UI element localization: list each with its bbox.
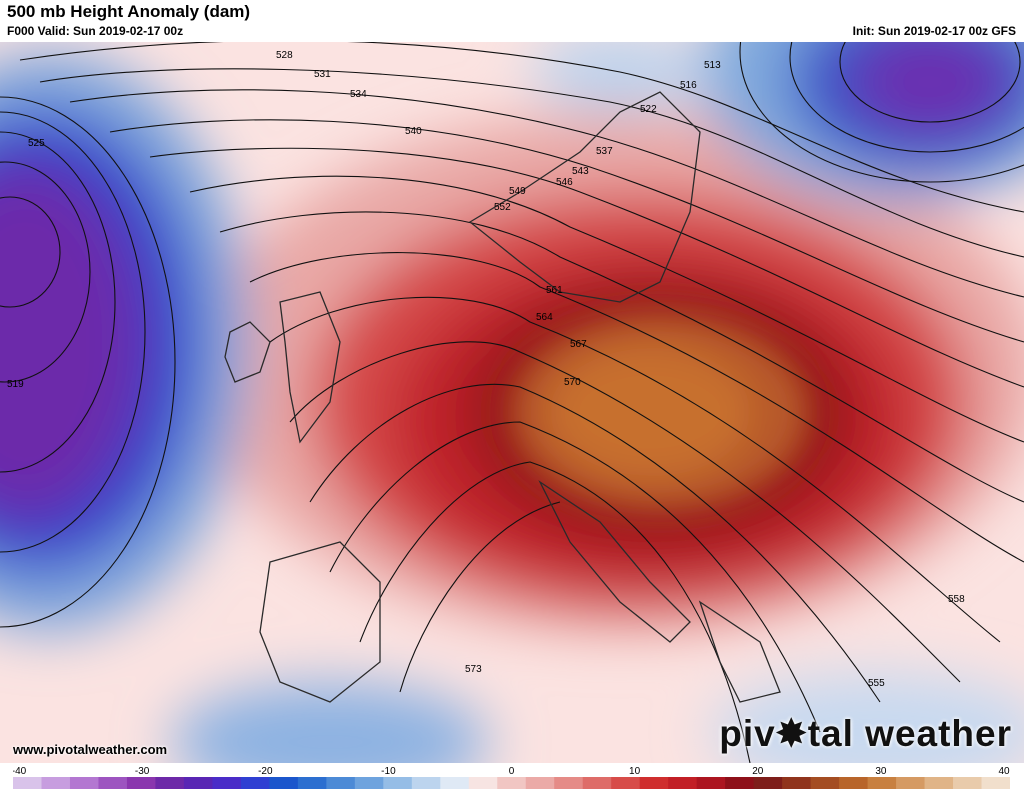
contour-label: 573 <box>465 664 482 675</box>
colorbar-swatch <box>582 777 612 789</box>
height-contours <box>0 42 1024 763</box>
colorbar-swatch <box>839 777 869 789</box>
colorbar-tick-label: -40 <box>13 766 27 777</box>
colorbar-tick-label: -20 <box>258 766 273 777</box>
brand-logo-text-start: piv <box>719 713 776 754</box>
anomaly-map: 513 516 519 522 525 528 531 534 537 540 … <box>0 42 1024 763</box>
sun-gear-icon: ✸ <box>775 713 808 754</box>
ridge-core <box>510 312 810 512</box>
colorbar-swatch <box>126 777 157 789</box>
contour-label: 531 <box>314 69 331 80</box>
colorbar-swatch <box>725 777 755 789</box>
contour-label: 564 <box>536 312 553 323</box>
map-title: 500 mb Height Anomaly (dam) <box>7 2 251 21</box>
contour-label: 537 <box>596 146 613 157</box>
colorbar-swatch <box>981 777 1010 789</box>
contour-label: 552 <box>494 202 511 213</box>
colorbar-swatch <box>810 777 840 789</box>
contour-label: 555 <box>868 678 885 689</box>
colorbar-swatch <box>354 777 384 789</box>
colorbar-tick-label: 20 <box>752 766 764 777</box>
colorbar-swatch <box>554 777 584 789</box>
contour-label: 525 <box>28 138 45 149</box>
contour-label: 516 <box>680 80 697 91</box>
colorbar-swatch <box>155 777 185 789</box>
colorbar-swatch <box>696 777 726 789</box>
colorbar-tick-label: 40 <box>998 766 1010 777</box>
colorbar-tick-label: -10 <box>381 766 396 777</box>
map-header: 500 mb Height Anomaly (dam) F000 Valid: … <box>0 0 1024 42</box>
colorbar-swatch <box>525 777 555 789</box>
contour-label: 558 <box>948 594 965 605</box>
colorbar-tick-label: 30 <box>875 766 887 777</box>
colorbar-swatch <box>212 777 242 789</box>
brand-logo: piv✸tal weather <box>719 712 1012 755</box>
contour-label: 570 <box>564 377 581 388</box>
contour-label: 522 <box>640 104 657 115</box>
colorbar-swatches <box>13 777 1010 789</box>
contour-label: 543 <box>572 166 589 177</box>
contour-label-group: 513 516 519 522 525 528 531 534 537 540 … <box>7 50 965 689</box>
contour-label: 546 <box>556 177 573 188</box>
colorbar-swatch <box>326 777 356 789</box>
colorbar-swatch <box>269 777 299 789</box>
colorbar-swatch <box>953 777 983 789</box>
valid-time: F000 Valid: Sun 2019-02-17 00z <box>7 24 184 38</box>
colorbar-swatch <box>383 777 413 789</box>
contour-label: 513 <box>704 60 721 71</box>
colorbar-swatch <box>668 777 698 789</box>
contour-label: 534 <box>350 89 367 100</box>
colorbar-swatch <box>468 777 498 789</box>
colorbar-swatch <box>411 777 441 789</box>
colorbar-swatch <box>639 777 669 789</box>
colorbar-swatch <box>297 777 327 789</box>
colorbar-swatch <box>98 777 128 789</box>
site-url: www.pivotalweather.com <box>13 742 168 757</box>
colorbar-swatch <box>896 777 926 789</box>
colorbar-swatch <box>41 777 71 789</box>
colorbar-swatch <box>69 777 100 789</box>
colorbar-swatch <box>497 777 527 789</box>
contour-label: 561 <box>546 285 563 296</box>
colorbar-tick-label: 10 <box>629 766 641 777</box>
contour-label: 540 <box>405 126 422 137</box>
colorbar: -40 -30 -20 -10 0 10 20 30 40 <box>13 766 1010 789</box>
contour-label: 528 <box>276 50 293 61</box>
colorbar-ticks: -40 -30 -20 -10 0 10 20 30 40 <box>13 766 1010 777</box>
colorbar-swatch <box>240 777 270 789</box>
colorbar-swatch <box>611 777 641 789</box>
brand-logo-text-end: tal weather <box>807 713 1012 754</box>
colorbar-tick-label: -30 <box>135 766 150 777</box>
contour-label: 549 <box>509 186 526 197</box>
colorbar-swatch <box>782 777 812 789</box>
colorbar-swatch <box>440 777 470 789</box>
colorbar-swatch <box>924 777 954 789</box>
init-time: Init: Sun 2019-02-17 00z GFS <box>852 24 1016 38</box>
colorbar-tick-label: 0 <box>509 766 515 777</box>
colorbar-swatch <box>867 777 897 789</box>
contour-label: 519 <box>7 379 24 390</box>
coastlines <box>224 91 781 703</box>
contour-label: 567 <box>570 339 587 350</box>
colorbar-swatch <box>183 777 213 789</box>
colorbar-swatch <box>753 777 783 789</box>
colorbar-swatch <box>13 777 43 789</box>
